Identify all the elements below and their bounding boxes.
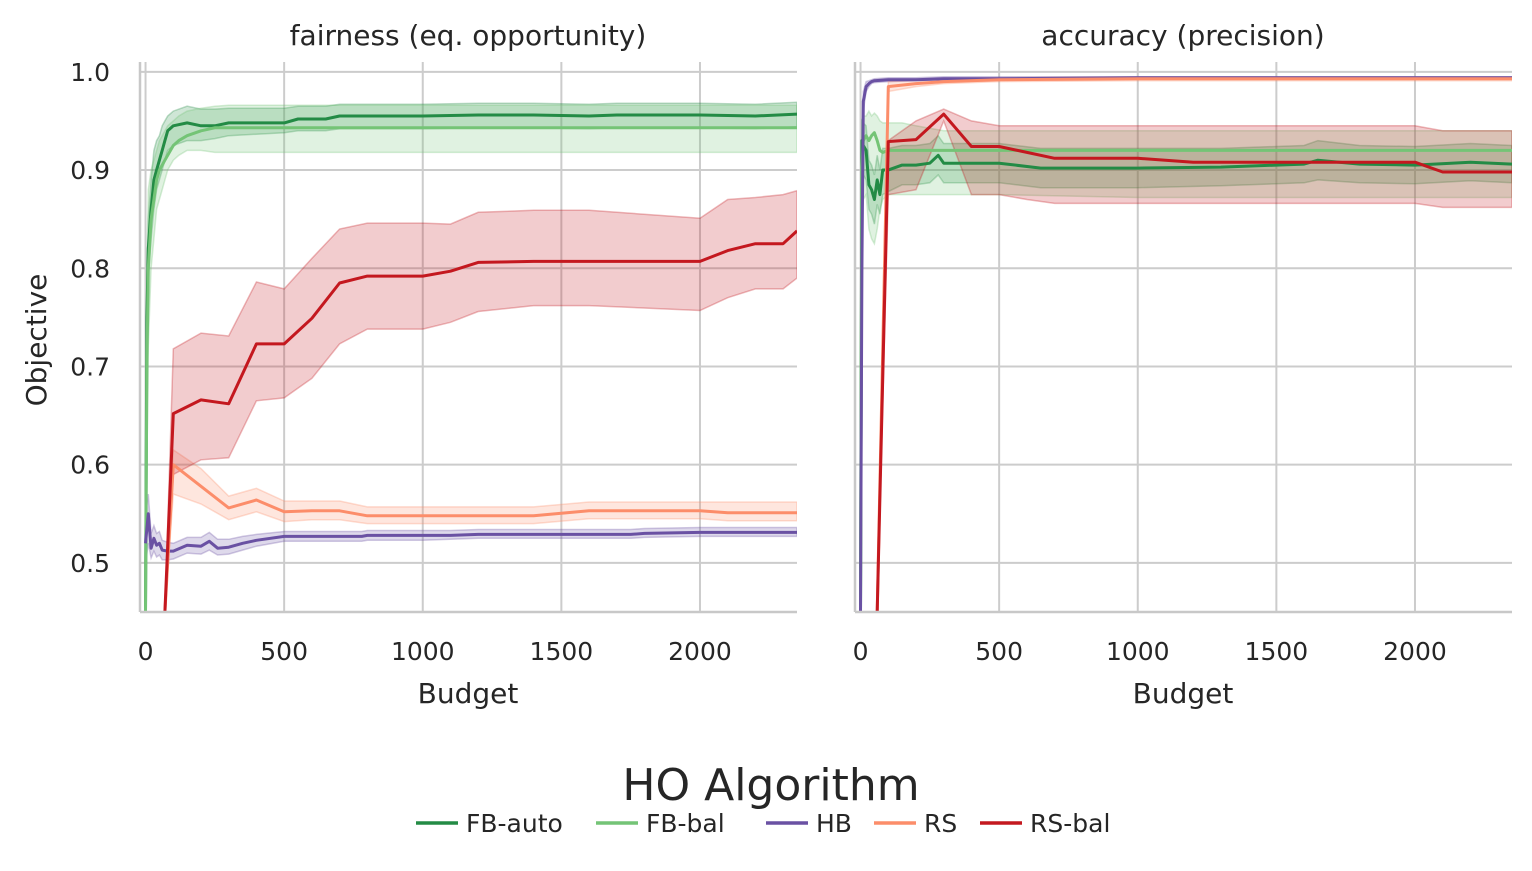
panel-accuracy: 0 500 1000 1500 2000 accuracy (precision) Bu… [853, 19, 1512, 710]
band-fb-auto [859, 118, 1512, 612]
legend: HO Algorithm FB-auto FB-bal HB RS RS-bal [416, 760, 1110, 838]
band-fb-auto [144, 101, 797, 612]
x-tick-labels: 0 500 1000 1500 2000 [853, 637, 1447, 666]
x-tick-label: 500 [975, 637, 1023, 666]
y-tick-label: 0.6 [70, 451, 110, 480]
series-line-rs-bal [163, 229, 797, 612]
series-line-rs [875, 77, 1512, 612]
x-tick-labels: 0 500 1000 1500 2000 [138, 637, 732, 666]
x-tick-label: 0 [138, 637, 154, 666]
band-fb-bal [144, 104, 797, 612]
x-tick-label: 1000 [391, 637, 455, 666]
x-axis-label: Budget [418, 677, 519, 710]
confidence-bands [144, 101, 797, 612]
axes [138, 62, 797, 614]
panel-title-fairness: fairness (eq. opportunity) [290, 19, 647, 52]
y-tick-label: 0.9 [70, 156, 110, 185]
x-tick-label: 1000 [1106, 637, 1170, 666]
x-tick-label: 2000 [668, 637, 732, 666]
band-rs-bal [164, 189, 797, 612]
series-line-hb [144, 512, 797, 553]
legend-label-hb: HB [816, 809, 852, 838]
band-rs-bal [876, 108, 1512, 612]
y-tick-label: 0.5 [70, 549, 110, 578]
panel-title-accuracy: accuracy (precision) [1041, 19, 1324, 52]
legend-title: HO Algorithm [622, 760, 919, 811]
x-tick-label: 500 [260, 637, 308, 666]
band-fb-bal [859, 109, 1512, 612]
series-line-rs-bal [875, 112, 1512, 612]
y-tick-labels: 0.5 0.6 0.7 0.8 0.9 1.0 [70, 58, 110, 578]
x-tick-label: 2000 [1383, 637, 1447, 666]
x-axis-label: Budget [1133, 677, 1234, 710]
band-hb [144, 493, 797, 564]
x-tick-label: 1500 [1245, 637, 1309, 666]
band-rs [164, 448, 797, 612]
y-axis-label: Objective [20, 274, 53, 407]
series-line-fb-bal [144, 126, 797, 612]
series-line-rs [163, 463, 797, 612]
axes [853, 62, 1512, 614]
series-line-fb-bal [859, 131, 1512, 612]
panel-fairness: 0 500 1000 1500 2000 0.5 0.6 0.7 0.8 0.9 1.0 fair… [20, 19, 797, 710]
y-tick-label: 1.0 [70, 58, 110, 87]
legend-entries: FB-auto FB-bal HB RS RS-bal [416, 809, 1110, 838]
series-lines [859, 76, 1512, 612]
band-hb [859, 75, 1512, 612]
legend-label-fb-bal: FB-bal [646, 809, 725, 838]
grid [140, 62, 797, 612]
series-line-fb-auto [144, 112, 797, 612]
x-tick-label: 1500 [530, 637, 594, 666]
y-tick-label: 0.8 [70, 254, 110, 283]
legend-label-rs: RS [924, 809, 957, 838]
legend-label-fb-auto: FB-auto [466, 809, 563, 838]
y-tick-label: 0.7 [70, 352, 110, 381]
x-tick-label: 0 [853, 637, 869, 666]
legend-label-rs-bal: RS-bal [1030, 809, 1110, 838]
series-lines [144, 112, 797, 612]
